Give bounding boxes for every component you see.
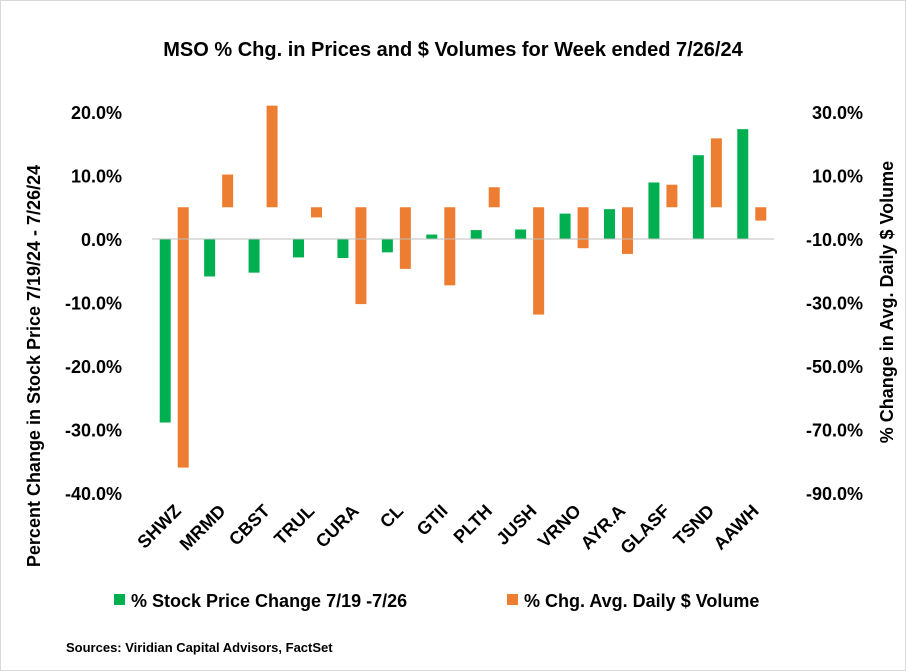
legend-label-volume: % Chg. Avg. Daily $ Volume <box>524 591 759 611</box>
price-bar-cbst <box>248 239 260 273</box>
price-bar-ayr-a <box>604 209 615 239</box>
y2-tick-label: -50.0% <box>806 357 863 377</box>
source-note: Sources: Viridian Capital Advisors, Fact… <box>66 640 333 655</box>
y-tick-label: 20.0% <box>71 103 122 123</box>
price-bar-jush <box>515 229 527 239</box>
volume-bar-trul <box>311 207 322 218</box>
price-bar-vrno <box>559 213 571 239</box>
volume-bar-vrno <box>577 207 589 249</box>
price-bar-cura <box>337 239 349 259</box>
price-bar-cl <box>381 239 393 253</box>
y2-tick-label: -70.0% <box>806 421 863 441</box>
y2-axis-ticks: -90.0% -70.0% -50.0% -30.0% -10.0% 10.0% 30.0% <box>806 103 863 504</box>
legend-label-price: % Stock Price Change 7/19 -7/26 <box>131 591 407 611</box>
legend-swatch-price <box>114 594 125 605</box>
volume-bar-cura <box>355 207 367 305</box>
legend: % Stock Price Change 7/19 -7/26 % Chg. A… <box>114 591 759 611</box>
chart-title: MSO % Chg. in Prices and $ Volumes for W… <box>163 39 743 61</box>
price-bar-plth <box>470 230 482 239</box>
volume-bar-plth <box>488 187 500 208</box>
price-bar-gtii <box>426 234 438 239</box>
volume-bar-glasf <box>666 184 678 208</box>
price-bar-mrmd <box>204 239 216 277</box>
y-axis-ticks: -40.0% -30.0% -20.0% -10.0% 0.0% 10.0% 20.0% <box>65 103 122 504</box>
y2-tick-label: -30.0% <box>806 294 863 314</box>
price-bar-tsnd <box>692 155 704 239</box>
price-bar-trul <box>293 239 304 258</box>
price-bar-glasf <box>648 182 660 239</box>
y2-tick-label: 30.0% <box>812 103 863 123</box>
y-tick-label: -40.0% <box>65 484 122 504</box>
y-tick-label: -20.0% <box>65 357 122 377</box>
volume-bar-tsnd <box>710 138 722 208</box>
y-tick-label: -30.0% <box>65 421 122 441</box>
y-axis-label: Percent Change in Stock Price 7/19/24 - … <box>24 165 44 567</box>
y-tick-label: 10.0% <box>71 167 122 187</box>
price-bar-aawh <box>737 129 749 239</box>
volume-bar-gtii <box>444 207 456 286</box>
y2-axis-label: % Change in Avg. Daily $ Volume <box>877 161 897 443</box>
volume-bar-mrmd <box>222 174 234 208</box>
legend-swatch-volume <box>507 594 518 605</box>
y2-tick-label: -10.0% <box>806 230 863 250</box>
volume-bar-cl <box>399 207 411 269</box>
y2-tick-label: 10.0% <box>812 167 863 187</box>
bars <box>159 105 767 468</box>
volume-bar-cbst <box>266 105 278 208</box>
volume-bar-aawh <box>755 207 767 221</box>
y-tick-label: -10.0% <box>65 294 122 314</box>
price-bar-shwz <box>159 239 171 423</box>
volume-bar-shwz <box>177 207 189 468</box>
y2-tick-label: -90.0% <box>806 484 863 504</box>
y-tick-label: 0.0% <box>81 230 122 250</box>
volume-bar-jush <box>533 207 545 315</box>
volume-bar-ayr-a <box>622 207 633 254</box>
